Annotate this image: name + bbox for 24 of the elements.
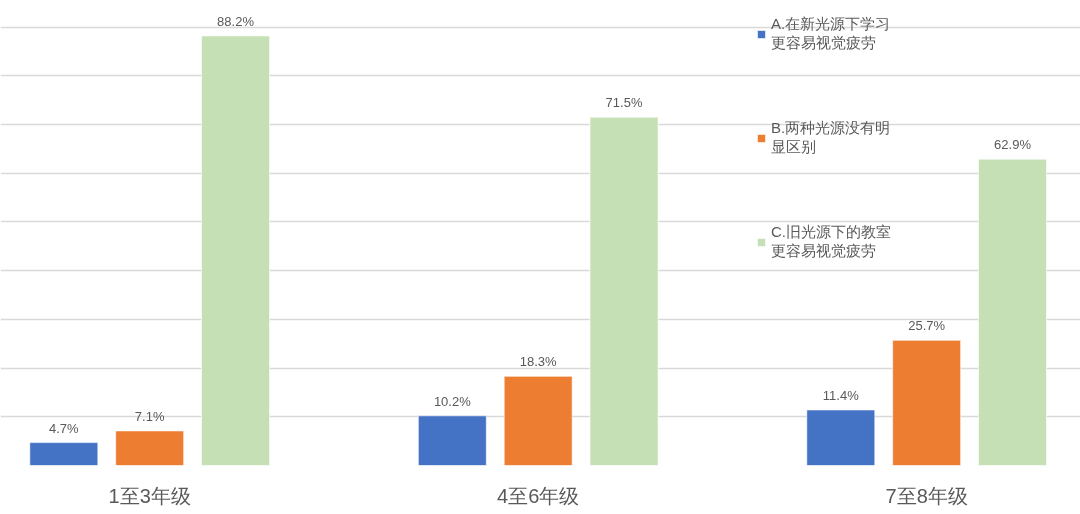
x-tick-label: 1至3年级 bbox=[108, 484, 191, 507]
legend-label: C.旧光源下的教室更容易视觉疲劳 bbox=[771, 222, 891, 261]
legend-label: A.在新光源下学习更容易视觉疲劳 bbox=[771, 14, 891, 53]
data-label: 71.5% bbox=[605, 95, 643, 111]
data-label: 25.7% bbox=[908, 318, 946, 334]
data-label: 62.9% bbox=[994, 137, 1032, 153]
legend-label: B.两种光源没有明显区别 bbox=[771, 118, 891, 157]
data-label: 88.2% bbox=[217, 13, 255, 29]
bar bbox=[589, 116, 659, 466]
data-label: 7.1% bbox=[134, 408, 165, 424]
bar bbox=[418, 415, 487, 466]
bar bbox=[115, 430, 184, 466]
bar bbox=[503, 376, 573, 466]
x-tick-label: 7至8年级 bbox=[885, 484, 968, 507]
bar bbox=[29, 442, 99, 466]
bar bbox=[201, 35, 270, 466]
x-tick-label: 4至6年级 bbox=[497, 484, 580, 507]
data-label: 18.3% bbox=[519, 354, 558, 370]
data-label: 4.7% bbox=[49, 420, 80, 436]
data-label: 10.2% bbox=[433, 393, 472, 409]
bar bbox=[978, 158, 1047, 466]
bar bbox=[806, 409, 876, 466]
bar bbox=[892, 340, 961, 466]
data-label: 11.4% bbox=[822, 387, 860, 403]
